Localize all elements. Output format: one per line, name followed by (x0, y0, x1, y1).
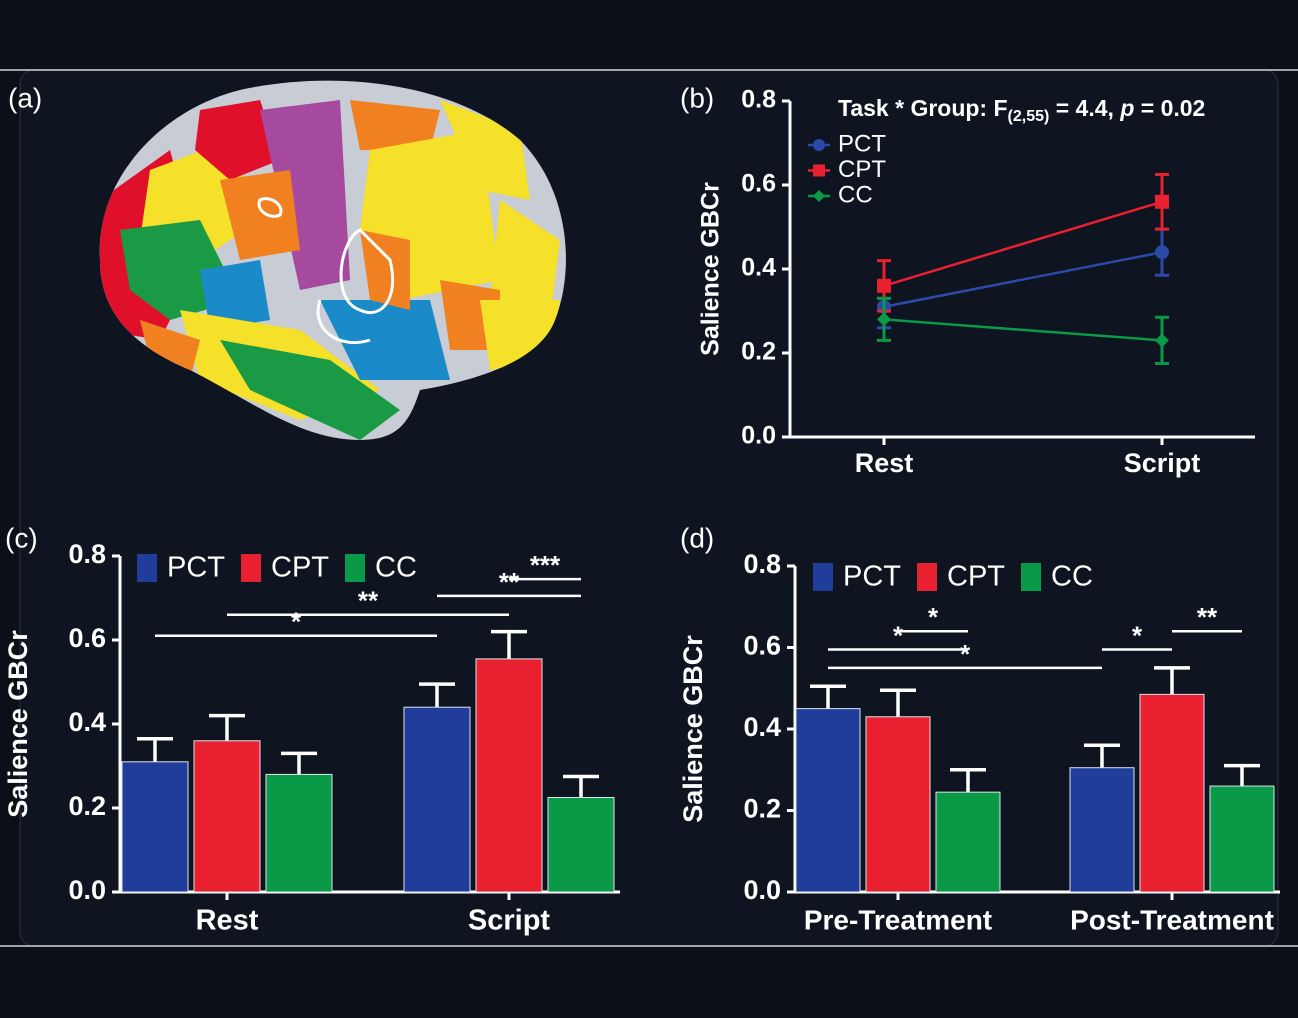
legend-label: PCT (167, 552, 225, 584)
panel-label: (d) (680, 522, 714, 553)
legend-label: CC (375, 552, 417, 584)
error-bar (137, 736, 173, 762)
legend-label: CC (1051, 561, 1093, 593)
legend-label: CPT (271, 552, 329, 584)
legend-label: CC (838, 181, 873, 208)
error-bar (209, 713, 245, 741)
data-point (1155, 194, 1169, 209)
y-tick-label: 0.4 (743, 712, 781, 742)
bar (265, 773, 333, 893)
significance-label: *** (530, 550, 561, 580)
panel-label: (b) (680, 82, 714, 113)
significance-label: * (291, 607, 302, 637)
y-tick-label: 0.4 (741, 254, 776, 282)
legend-swatch (137, 554, 157, 582)
y-tick-label: 0.6 (68, 623, 106, 653)
significance-label: ** (499, 567, 520, 597)
y-tick-label: 0.4 (68, 707, 106, 737)
error-bar (950, 768, 986, 793)
x-tick-label: Script (468, 905, 551, 937)
error-bar (419, 682, 455, 708)
y-axis-label: Salience GBCr (678, 635, 708, 823)
y-tick-label: 0.2 (68, 791, 106, 821)
bar (403, 706, 471, 893)
legend-marker (813, 164, 825, 177)
annotation-part: Task * Group: F (838, 95, 1008, 121)
significance-label: * (960, 639, 971, 669)
bar (795, 708, 861, 893)
error-bar (1084, 743, 1120, 768)
x-tick-label: Script (1124, 448, 1201, 478)
legend-swatch (813, 563, 833, 591)
y-axis-label: Salience GBCr (697, 182, 725, 356)
legend-label: CPT (838, 156, 886, 183)
y-tick-label: 0.2 (741, 338, 776, 366)
legend-swatch (241, 554, 261, 582)
brain-image (99, 80, 566, 441)
annotation-part: p (1119, 95, 1134, 121)
error-bar (810, 684, 846, 709)
error-bar (1154, 666, 1190, 695)
y-tick-label: 0.2 (743, 794, 781, 824)
bar (1209, 785, 1275, 893)
legend-marker (813, 139, 825, 151)
data-point (1155, 245, 1169, 260)
annotation-part: = 4.4, (1049, 95, 1120, 121)
annotation-part: (2,55) (1008, 108, 1050, 125)
bar (1069, 767, 1135, 893)
significance-label: * (928, 602, 939, 632)
bar (475, 658, 543, 893)
error-bar (281, 751, 317, 775)
annotation: Task * Group: F(2,55) = 4.4, p = 0.02 (838, 95, 1205, 125)
significance-label: * (1132, 620, 1143, 650)
significance-label: ** (358, 586, 379, 616)
error-bar (880, 688, 916, 717)
x-tick-label: Rest (855, 448, 914, 478)
bar (1139, 693, 1205, 893)
y-tick-label: 0.0 (68, 875, 106, 905)
legend-label: CPT (947, 561, 1005, 593)
bar (865, 716, 931, 893)
bar (547, 797, 615, 893)
significance-label: * (893, 620, 904, 650)
x-tick-label: Post-Treatment (1070, 904, 1274, 935)
legend-swatch (345, 554, 365, 582)
annotation-part: = 0.02 (1134, 95, 1205, 121)
data-point (877, 278, 891, 293)
y-tick-label: 0.8 (743, 549, 781, 579)
y-axis-label: Salience GBCr (3, 630, 33, 818)
series-line (883, 318, 1163, 342)
significance-label: ** (1197, 602, 1218, 632)
legend-marker (813, 190, 825, 202)
x-tick-label: Rest (196, 905, 259, 937)
y-tick-label: 0.8 (741, 86, 776, 114)
bar (193, 740, 261, 893)
data-point (1155, 333, 1169, 348)
data-point (877, 312, 891, 327)
panel-label: (c) (5, 522, 38, 553)
error-bar (563, 774, 599, 798)
panel-label: (a) (8, 82, 42, 113)
error-bar (491, 629, 527, 659)
bar (121, 761, 189, 893)
series-line (883, 200, 1163, 287)
legend-label: PCT (838, 130, 886, 157)
bar (935, 791, 1001, 893)
error-bar (1224, 763, 1260, 787)
legend-label: PCT (843, 561, 901, 593)
y-tick-label: 0.6 (743, 631, 781, 661)
y-tick-label: 0.0 (741, 422, 776, 450)
legend-swatch (917, 563, 937, 591)
y-tick-label: 0.6 (741, 170, 776, 198)
y-tick-label: 0.0 (743, 875, 781, 905)
x-tick-label: Pre-Treatment (804, 904, 992, 935)
legend-swatch (1021, 563, 1041, 591)
series-line (883, 250, 1163, 309)
y-tick-label: 0.8 (68, 539, 106, 569)
